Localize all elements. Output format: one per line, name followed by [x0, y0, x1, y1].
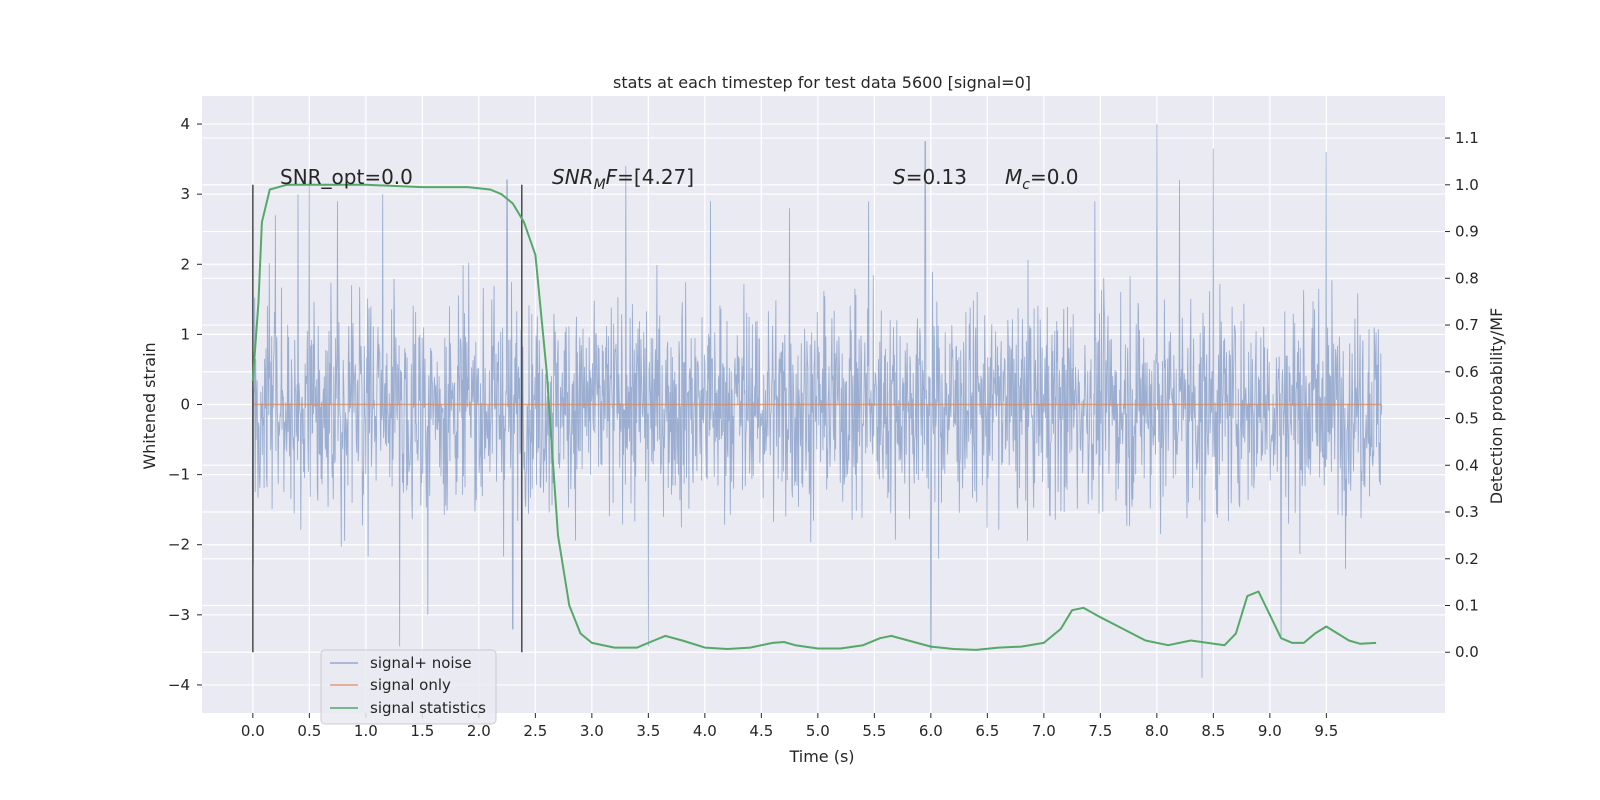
- x-tick-label: 1.5: [410, 722, 434, 740]
- x-tick-label: 2.5: [523, 722, 547, 740]
- y-tick-label: 0: [180, 396, 190, 414]
- legend: signal+ noise signal only signal statist…: [320, 649, 497, 725]
- legend-label-signal-statistics: signal statistics: [370, 699, 486, 717]
- y-tick-label: 2: [180, 255, 190, 273]
- y-ticks-left: 4 3 2 1 0 −1 −2 −3 −4: [168, 115, 202, 694]
- y-right-tick-label: 0.5: [1455, 410, 1479, 428]
- y-right-tick-label: 1.0: [1455, 176, 1479, 194]
- annotation-snr-mf-label: SNR: [552, 165, 594, 189]
- x-tick-label: 6.5: [975, 722, 999, 740]
- y-right-tick-label: 0.6: [1455, 363, 1479, 381]
- annotation-s-label: S: [893, 165, 906, 189]
- y-axis-label: Whitened strain: [140, 342, 159, 469]
- x-ticks: 0.0 0.5 1.0 1.5 2.0 2.5 3.0 3.5 4.0 4.5 5.0 5.5 6.0 6…: [241, 713, 1338, 740]
- annotation-snr-opt: SNR_opt=0.0: [280, 165, 413, 189]
- annotation-s: S=0.13: [893, 165, 967, 189]
- x-tick-label: 4.0: [693, 722, 717, 740]
- y-axis-label-right: Detection probability/MF: [1487, 308, 1506, 505]
- y-tick-label: −3: [168, 606, 190, 624]
- y-right-tick-label: 0.2: [1455, 550, 1479, 568]
- y-tick-label: 3: [180, 185, 190, 203]
- legend-label-signal-noise: signal+ noise: [370, 654, 472, 672]
- chart-title: stats at each timestep for test data 560…: [613, 73, 1031, 92]
- y-right-tick-label: 0.9: [1455, 223, 1479, 241]
- annotation-mc: Mc=0.0: [1005, 165, 1079, 193]
- annotation-snr-mf: SNRMF=[4.27]: [552, 165, 694, 193]
- x-axis-label: Time (s): [788, 747, 854, 766]
- annotation-snr-mf-value: =[4.27]: [617, 165, 694, 189]
- y-right-tick-label: 0.7: [1455, 316, 1479, 334]
- legend-box: [320, 649, 497, 725]
- y-right-tick-label: 1.1: [1455, 129, 1479, 147]
- annotation-snr-mf-sub: M: [594, 177, 606, 193]
- y-tick-label: −4: [168, 676, 190, 694]
- x-tick-label: 0.5: [297, 722, 321, 740]
- x-tick-label: 7.5: [1088, 722, 1112, 740]
- x-tick-label: 5.0: [806, 722, 830, 740]
- x-tick-label: 8.5: [1201, 722, 1225, 740]
- x-tick-label: 4.5: [749, 722, 773, 740]
- y-right-tick-label: 0.8: [1455, 269, 1479, 287]
- y-tick-label: −2: [168, 536, 190, 554]
- y-right-tick-label: 0.0: [1455, 643, 1479, 661]
- x-tick-label: 6.0: [919, 722, 943, 740]
- annotation-mc-label: M: [1005, 165, 1022, 189]
- x-tick-label: 3.0: [580, 722, 604, 740]
- x-tick-label: 0.0: [241, 722, 265, 740]
- x-tick-label: 8.0: [1145, 722, 1169, 740]
- annotation-mc-value: =0.0: [1030, 165, 1079, 189]
- y-right-tick-label: 0.1: [1455, 596, 1479, 614]
- vertical-markers: [252, 184, 523, 653]
- x-tick-label: 3.5: [636, 722, 660, 740]
- x-tick-label: 9.0: [1258, 722, 1282, 740]
- series-signal-statistics: [251, 183, 1377, 651]
- y-right-tick-label: 0.4: [1455, 456, 1479, 474]
- x-tick-label: 9.5: [1314, 722, 1338, 740]
- y-tick-label: −1: [168, 466, 190, 484]
- annotation-s-value: =0.13: [906, 165, 967, 189]
- x-tick-label: 7.0: [1032, 722, 1056, 740]
- annotation-snr-mf-f: F: [606, 165, 618, 189]
- annotation-mc-sub: c: [1022, 177, 1030, 193]
- x-tick-label: 1.0: [354, 722, 378, 740]
- signal-noise-line: [252, 123, 1383, 678]
- series-signal-noise: [252, 123, 1383, 678]
- x-tick-label: 5.5: [862, 722, 886, 740]
- legend-label-signal-only: signal only: [370, 676, 451, 694]
- y-tick-label: 4: [180, 115, 190, 133]
- x-tick-label: 2.0: [467, 722, 491, 740]
- y-tick-label: 1: [180, 325, 190, 343]
- signal-statistics-line: [251, 183, 1377, 651]
- y-right-tick-label: 0.3: [1455, 503, 1479, 521]
- y-ticks-right: 1.1 1.0 0.9 0.8 0.7 0.6 0.5 0.4 0.3 0.2 0.1 0.0: [1445, 129, 1479, 661]
